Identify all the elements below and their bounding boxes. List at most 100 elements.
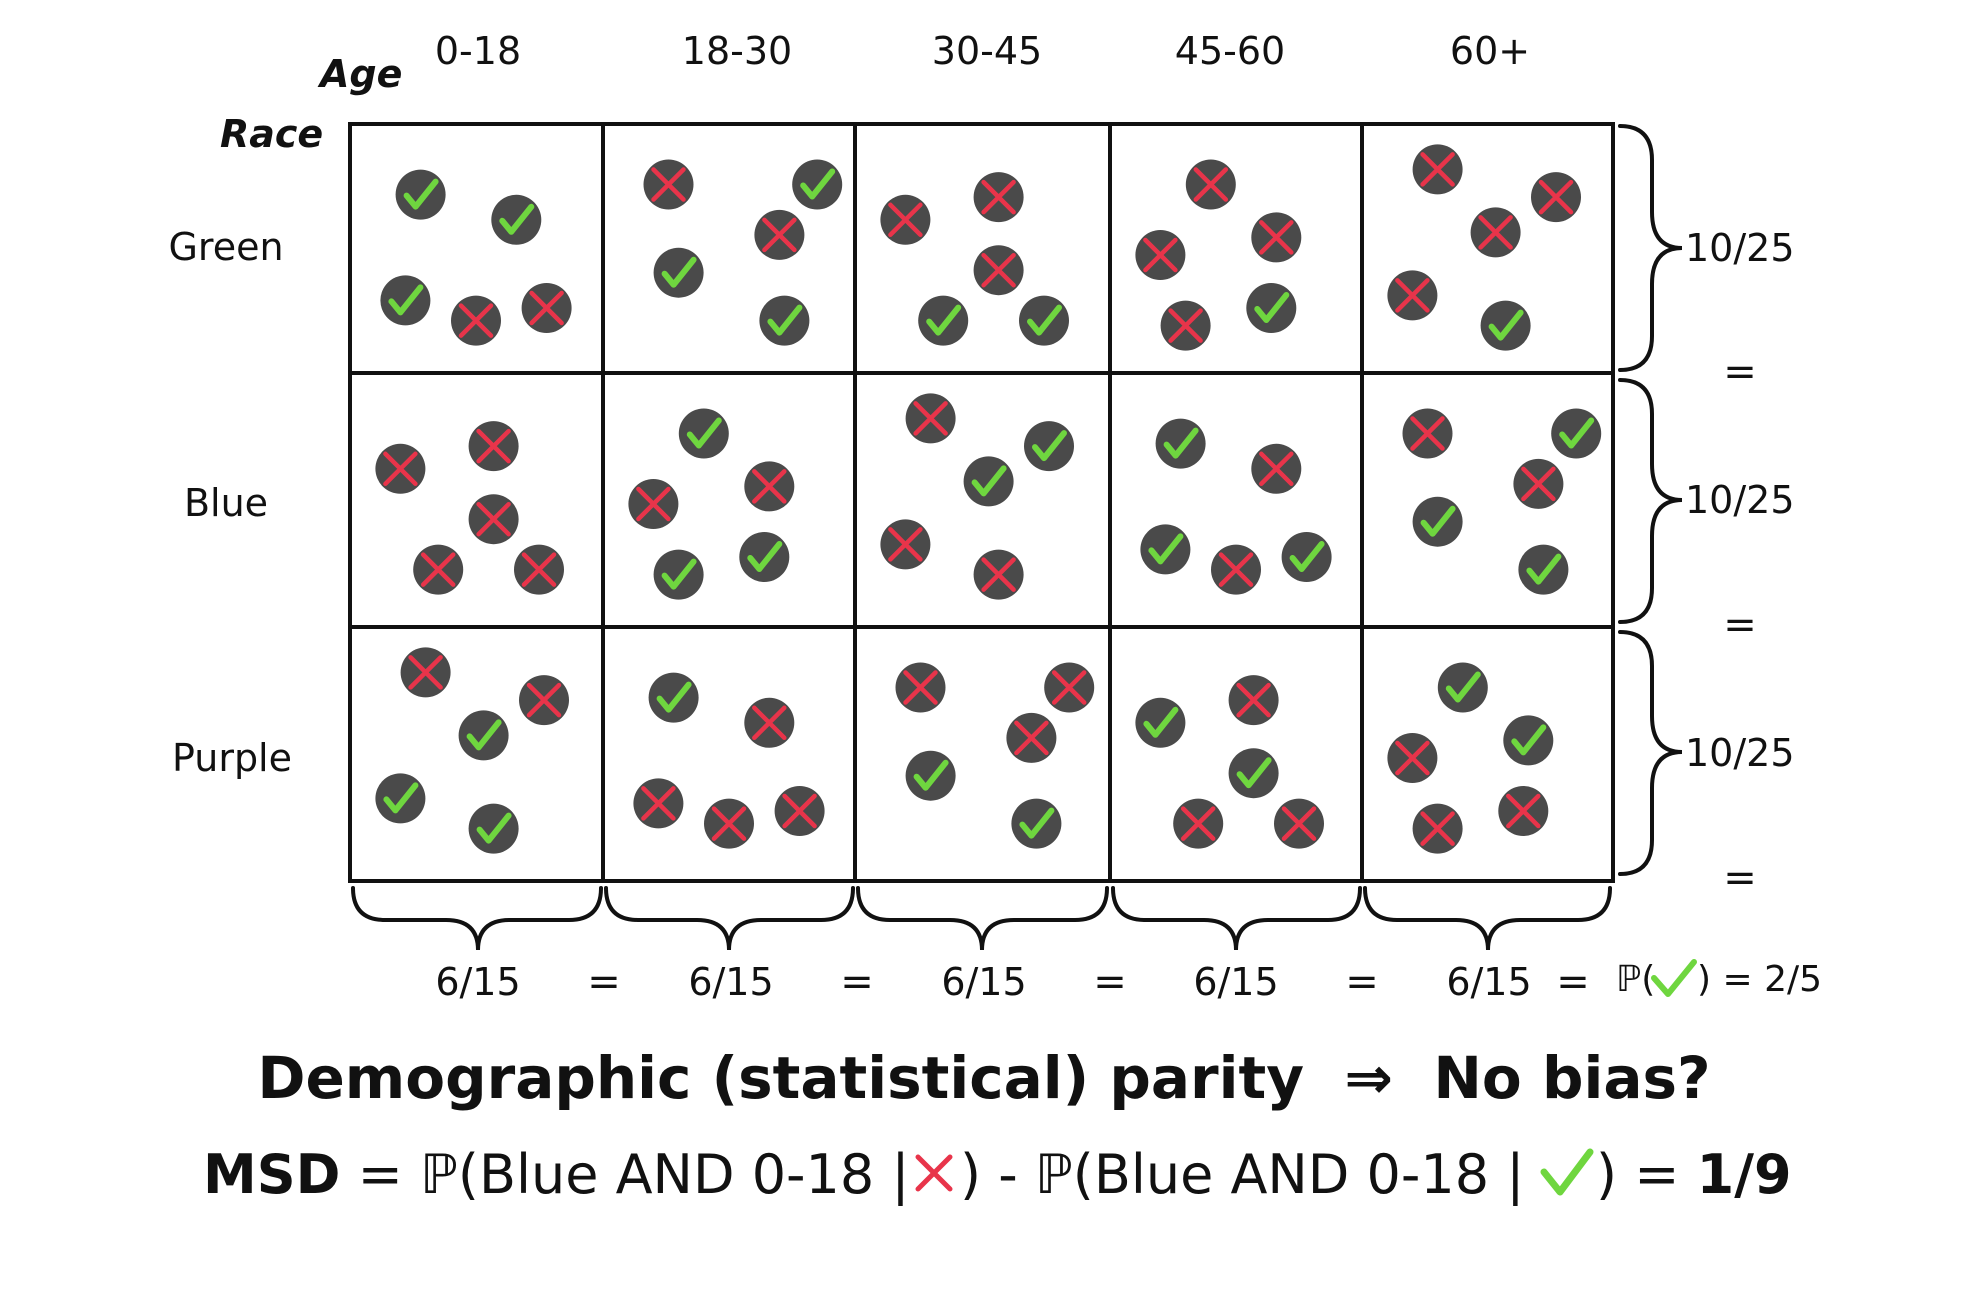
cross-mark-icon xyxy=(451,296,501,346)
column-ratio: 6/15 xyxy=(435,960,520,1004)
cross-mark-icon xyxy=(1498,786,1548,836)
row-labels: Green Blue Purple xyxy=(168,225,292,780)
cross-mark-icon xyxy=(880,195,930,245)
check-mark-icon xyxy=(654,248,704,298)
overall-prob-prefix: ℙ( xyxy=(1616,959,1655,1000)
cross-mark-icon xyxy=(1531,172,1581,222)
cross-mark-icon xyxy=(1413,144,1463,194)
column-equals: = xyxy=(840,959,874,1005)
row-label-purple: Purple xyxy=(172,736,292,780)
grid-frame xyxy=(348,122,1615,883)
cross-mark-icon xyxy=(1044,663,1094,713)
cross-mark-icon xyxy=(1403,409,1453,459)
cross-mark-icon xyxy=(519,675,569,725)
row-equals: = xyxy=(1723,349,1757,395)
cross-mark-icon xyxy=(775,786,825,836)
check-mark-icon xyxy=(469,804,519,854)
check-mark-icon xyxy=(1024,421,1074,471)
cross-mark-icon xyxy=(915,1154,953,1192)
check-mark-icon xyxy=(1156,419,1206,469)
cross-mark-icon xyxy=(974,245,1024,295)
column-ratio: 6/15 xyxy=(1446,960,1531,1004)
check-mark-icon xyxy=(1229,748,1279,798)
check-mark-icon xyxy=(1540,1148,1594,1196)
column-label-18-30: 18-30 xyxy=(682,29,792,73)
check-mark-icon xyxy=(1135,698,1185,748)
check-mark-icon xyxy=(918,296,968,346)
cross-mark-icon xyxy=(1161,301,1211,351)
check-mark-icon xyxy=(1011,799,1061,849)
cross-mark-icon xyxy=(469,421,519,471)
column-label-45-60: 45-60 xyxy=(1175,29,1285,73)
check-mark-icon xyxy=(491,195,541,245)
msd-part-2: ) - ℙ(Blue AND 0-18 | xyxy=(960,1143,1524,1206)
check-mark-icon xyxy=(380,275,430,325)
cross-mark-icon xyxy=(1387,270,1437,320)
age-axis-title: Age xyxy=(317,52,402,96)
column-labels: 0-18 18-30 30-45 45-60 60+ xyxy=(435,29,1530,73)
cross-mark-icon xyxy=(375,444,425,494)
cross-mark-icon xyxy=(754,210,804,260)
cross-mark-icon xyxy=(1471,207,1521,257)
right-brace xyxy=(1618,124,1683,372)
bottom-brace xyxy=(604,886,855,951)
check-mark-icon xyxy=(654,550,704,600)
cross-mark-icon xyxy=(401,647,451,697)
check-mark-icon xyxy=(375,773,425,823)
msd-result: 1/9 xyxy=(1697,1143,1792,1206)
column-label-60-plus: 60+ xyxy=(1450,29,1530,73)
column-label-30-45: 30-45 xyxy=(932,29,1042,73)
check-mark-icon xyxy=(1503,715,1553,765)
bottom-brace xyxy=(351,886,603,951)
cross-mark-icon xyxy=(880,519,930,569)
row-equals: = xyxy=(1723,602,1757,648)
cross-mark-icon xyxy=(744,461,794,511)
check-mark-icon xyxy=(1651,959,1697,997)
cross-mark-icon xyxy=(1251,212,1301,262)
cross-mark-icon xyxy=(744,698,794,748)
check-mark-icon xyxy=(459,710,509,760)
column-braces xyxy=(351,886,1612,951)
cross-mark-icon xyxy=(514,545,564,595)
check-mark-icon xyxy=(679,409,729,459)
overall-prob-suffix: ) = 2/5 xyxy=(1697,959,1822,1000)
cross-mark-icon xyxy=(974,172,1024,222)
msd-part-3: ) = xyxy=(1596,1143,1697,1206)
column-ratio: 6/15 xyxy=(1193,960,1278,1004)
msd-label: MSD xyxy=(203,1143,340,1206)
outcome-markers xyxy=(375,144,1601,853)
cross-mark-icon xyxy=(1274,799,1324,849)
right-brace xyxy=(1618,630,1683,876)
check-mark-icon xyxy=(1518,545,1568,595)
cross-mark-icon xyxy=(469,494,519,544)
cross-mark-icon xyxy=(1135,230,1185,280)
check-mark-icon xyxy=(964,456,1014,506)
right-brace xyxy=(1618,378,1683,624)
check-mark-icon xyxy=(1140,524,1190,574)
cross-mark-icon xyxy=(1251,444,1301,494)
check-mark-icon xyxy=(1246,283,1296,333)
check-mark-icon xyxy=(759,296,809,346)
check-mark-icon xyxy=(1019,296,1069,346)
msd-formula: MSD = ℙ(Blue AND 0-18 | ) - ℙ(Blue AND 0… xyxy=(203,1143,1792,1206)
row-braces xyxy=(1618,124,1683,876)
check-mark-icon xyxy=(1438,663,1488,713)
column-ratio: 6/15 xyxy=(941,960,1026,1004)
check-mark-icon xyxy=(396,170,446,220)
cross-mark-icon xyxy=(413,545,463,595)
headline: Demographic (statistical) parity ⇒ No bi… xyxy=(257,1044,1710,1112)
overall-probability: ℙ( ) = 2/5 xyxy=(1616,959,1822,1000)
cross-mark-icon xyxy=(522,283,572,333)
cross-mark-icon xyxy=(704,799,754,849)
check-mark-icon xyxy=(1481,301,1531,351)
check-mark-icon xyxy=(792,160,842,210)
cross-mark-icon xyxy=(1387,733,1437,783)
row-ratio-blue: 10/25 xyxy=(1685,478,1795,522)
msd-formula-text: MSD = ℙ(Blue AND 0-18 | xyxy=(203,1143,910,1206)
column-equals: = xyxy=(1556,959,1590,1005)
cross-mark-icon xyxy=(628,479,678,529)
column-equals: = xyxy=(587,959,621,1005)
race-axis-title: Race xyxy=(220,112,323,156)
cross-mark-icon xyxy=(896,663,946,713)
